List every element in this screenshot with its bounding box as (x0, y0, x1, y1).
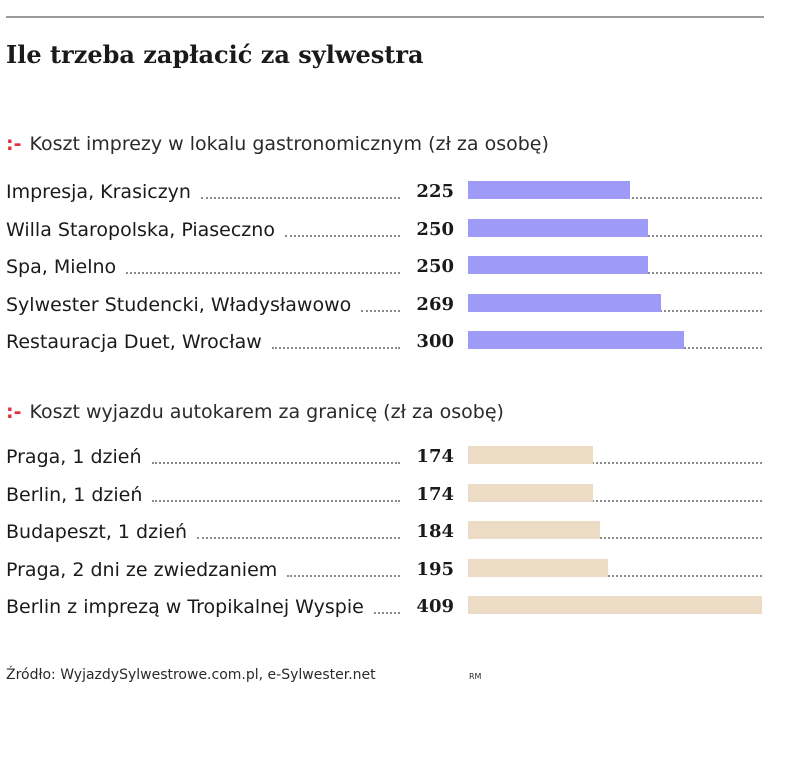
bar (468, 558, 609, 577)
bar (468, 256, 648, 274)
section-heading-venue-cost: :- Koszt imprezy w lokalu gastronomicznym… (6, 133, 549, 155)
bar (468, 446, 594, 464)
chart-row: Budapeszt, 1 dzień 184 (0, 519, 805, 549)
top-rule (6, 16, 764, 18)
bar (468, 293, 662, 312)
leader-dots (197, 537, 400, 539)
chart-row: Spa, Mielno 250 (0, 254, 805, 284)
bar (468, 483, 594, 502)
category-label: Restauracja Duet, Wrocław (6, 331, 262, 353)
chart-row: Praga, 1 dzień 174 (0, 444, 805, 474)
category-label: Praga, 2 dni ze zwiedzaniem (6, 558, 278, 581)
chart-row: Berlin, 1 dzień 174 (0, 482, 805, 512)
leader-dots (285, 234, 400, 237)
value-label: 269 (416, 293, 454, 315)
chart-row: Berlin z imprezą w Tropikalnej Wyspie 409 (0, 594, 805, 624)
leader-dots (152, 499, 400, 502)
category-label: Impresja, Krasiczyn (6, 181, 191, 203)
leader-dots (272, 347, 400, 349)
value-label: 409 (416, 596, 454, 617)
value-label: 300 (416, 331, 454, 352)
category-label: Spa, Mielno (6, 256, 117, 278)
bar (468, 596, 762, 614)
chart-row: Restauracja Duet, Wrocław 300 (0, 329, 805, 359)
leader-dots (126, 272, 400, 274)
value-label: 250 (416, 218, 454, 240)
value-label: 250 (416, 256, 454, 277)
leader-dots (361, 309, 400, 312)
leader-dots (152, 462, 400, 464)
author-initials: RM (469, 672, 482, 681)
bar-track (468, 499, 762, 502)
bar-track (468, 537, 762, 539)
category-label: Berlin, 1 dzień (6, 483, 143, 506)
value-label: 184 (416, 521, 454, 542)
leader-dots (201, 197, 400, 199)
section-heading-bus-trip-cost: :- Koszt wyjazdu autokarem za granicę (zł… (6, 401, 504, 423)
source-note: Źródło: WyjazdySylwestrowe.com.pl, e-Syl… (6, 667, 376, 683)
bar (468, 331, 684, 349)
value-label: 225 (416, 181, 454, 202)
leader-dots (287, 574, 400, 577)
chart-row: Impresja, Krasiczyn 225 (0, 179, 805, 209)
chart-row: Sylwester Studencki, Władysławowo 269 (0, 292, 805, 322)
category-label: Sylwester Studencki, Władysławowo (6, 293, 352, 316)
chart-row: Willa Staropolska, Piaseczno 250 (0, 217, 805, 247)
leader-dots (374, 612, 400, 614)
section-title: Koszt imprezy w lokalu gastronomicznym (… (29, 133, 549, 155)
section-marker-icon: :- (6, 401, 22, 423)
value-label: 195 (416, 558, 454, 580)
category-label: Berlin z imprezą w Tropikalnej Wyspie (6, 596, 364, 618)
section-marker-icon: :- (6, 133, 22, 155)
category-label: Budapeszt, 1 dzień (6, 521, 188, 543)
chart-title: Ile trzeba zapłacić za sylwestra (6, 40, 424, 69)
bar-track (468, 574, 762, 577)
bar (468, 521, 601, 539)
value-label: 174 (416, 446, 454, 467)
value-label: 174 (416, 483, 454, 505)
chart-row: Praga, 2 dni ze zwiedzaniem 195 (0, 557, 805, 587)
section-title: Koszt wyjazdu autokarem za granicę (zł z… (29, 401, 504, 423)
bar-track (468, 462, 762, 464)
bar (468, 218, 648, 237)
category-label: Praga, 1 dzień (6, 446, 142, 468)
category-label: Willa Staropolska, Piaseczno (6, 218, 275, 241)
bar (468, 181, 630, 199)
